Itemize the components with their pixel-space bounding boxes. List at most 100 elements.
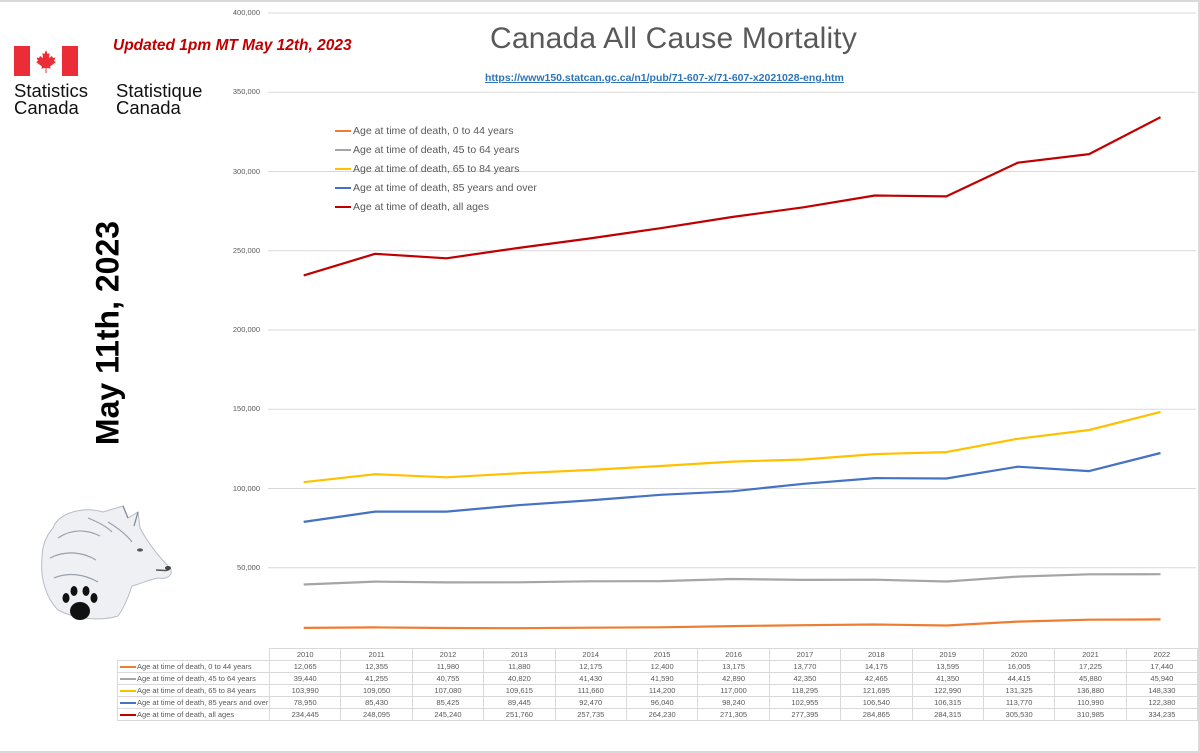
- x-tick-label: 2010: [268, 648, 342, 661]
- table-row-header: Age at time of death, 65 to 84 years: [117, 684, 270, 697]
- series-line: [303, 573, 1161, 586]
- y-tick-label: 350,000: [232, 87, 260, 97]
- table-cell: 42,890: [697, 672, 770, 685]
- table-cell: 114,200: [625, 684, 699, 697]
- table-cell: 107,080: [411, 684, 485, 697]
- table-row: Age at time of death, 65 to 84 years 103,…: [117, 684, 1199, 697]
- legend-label: Age at time of death, 65 to 84 years: [353, 162, 520, 175]
- table-cell: 17,225: [1054, 660, 1127, 673]
- table-row-label: Age at time of death, 65 to 84 years: [137, 686, 256, 695]
- table-row: Age at time of death, 0 to 44 years 12,06…: [117, 660, 1199, 673]
- table-cell: 41,350: [911, 672, 984, 685]
- legend-item: Age at time of death, 85 years and over: [335, 178, 537, 197]
- x-tick-label: 2018: [840, 648, 913, 661]
- table-cell: 284,865: [840, 708, 913, 721]
- logo-fr-line1: Statistique: [116, 80, 203, 101]
- x-tick-label: 2014: [554, 648, 627, 661]
- legend-swatch: [335, 129, 351, 132]
- table-cell: 109,050: [340, 684, 413, 697]
- table-cell: 117,000: [697, 684, 770, 697]
- gridlines: [268, 12, 1197, 569]
- x-tick-label: 2016: [697, 648, 770, 661]
- source-link[interactable]: https://www150.statcan.gc.ca/n1/pub/71-6…: [485, 72, 844, 84]
- table-cell: 12,400: [625, 660, 699, 673]
- table-cell: 251,760: [483, 708, 556, 721]
- table-cell: 106,540: [840, 696, 913, 709]
- table-cell: 122,990: [911, 684, 984, 697]
- series-line: [303, 410, 1161, 484]
- table-cell: 271,305: [697, 708, 770, 721]
- rotated-date-label: May 11th, 2023: [89, 220, 126, 446]
- table-cell: 45,940: [1125, 672, 1199, 685]
- table-cell: 45,880: [1054, 672, 1127, 685]
- legend-swatch: [335, 167, 351, 170]
- x-tick-label: 2015: [625, 648, 699, 661]
- table-corner: [118, 649, 270, 661]
- wolf-head-with-paw-print-icon: [41, 505, 172, 620]
- legend-item: Age at time of death, 65 to 84 years: [335, 159, 537, 178]
- legend-swatch: [335, 205, 351, 208]
- y-tick-label: 250,000: [232, 245, 260, 255]
- legend-item: Age at time of death, 0 to 44 years: [335, 121, 537, 140]
- y-tick-label: 200,000: [232, 325, 260, 334]
- table-cell: 13,595: [911, 660, 984, 673]
- table-cell: 110,990: [1054, 696, 1127, 709]
- legend-swatch: [335, 148, 351, 151]
- frame-bottom-border: [0, 751, 1200, 753]
- table-cell: 12,065: [268, 660, 342, 673]
- legend-swatch: [120, 714, 136, 717]
- table-cell: 102,955: [768, 696, 842, 709]
- x-tick-label: 2017: [768, 648, 842, 661]
- table-cell: 13,175: [697, 660, 770, 673]
- table-cell: 14,175: [840, 660, 913, 673]
- table-row-label: Age at time of death, all ages: [137, 710, 235, 719]
- table-row: Age at time of death, 85 years and over 7…: [117, 696, 1199, 709]
- x-tick-label: 2019: [911, 648, 984, 661]
- table-cell: 41,430: [554, 672, 627, 685]
- chart-legend: Age at time of death, 0 to 44 years Age …: [335, 121, 537, 216]
- x-tick-label: 2012: [411, 648, 485, 661]
- table-cell: 136,880: [1054, 684, 1127, 697]
- table-cell: 78,950: [268, 696, 342, 709]
- table-cell: 13,770: [768, 660, 842, 673]
- series-line: [303, 618, 1161, 630]
- table-cell: 11,880: [483, 660, 556, 673]
- legend-swatch: [120, 702, 136, 705]
- maple-leaf-icon: [36, 50, 56, 73]
- table-cell: 248,095: [340, 708, 413, 721]
- table-row-header: Age at time of death, 45 to 64 years: [117, 672, 270, 685]
- table-cell: 44,415: [982, 672, 1056, 685]
- legend-label: Age at time of death, 85 years and over: [353, 181, 537, 194]
- table-cell: 92,470: [554, 696, 627, 709]
- table-cell: 245,240: [411, 708, 485, 721]
- frame-right-border: [1198, 0, 1200, 753]
- table-cell: 305,530: [982, 708, 1056, 721]
- table-cell: 131,325: [982, 684, 1056, 697]
- x-tick-label: 2013: [483, 648, 556, 661]
- table-row-header: Age at time of death, 0 to 44 years: [117, 660, 270, 673]
- table-cell: 40,755: [411, 672, 485, 685]
- table-row-header: Age at time of death, 85 years and over: [117, 696, 270, 709]
- table-cell: 11,980: [411, 660, 485, 673]
- table-cell: 257,735: [554, 708, 627, 721]
- table-cell: 118,295: [768, 684, 842, 697]
- y-tick-label: 100,000: [232, 483, 260, 493]
- table-cell: 16,005: [982, 660, 1056, 673]
- table-cell: 113,770: [982, 696, 1056, 709]
- table-cell: 284,315: [911, 708, 984, 721]
- y-tick-label: 300,000: [232, 166, 260, 176]
- legend-swatch: [120, 690, 136, 693]
- x-tick-label: 2021: [1054, 648, 1127, 661]
- chart-title: Canada All Cause Mortality: [490, 22, 858, 55]
- table-cell: 310,985: [1054, 708, 1127, 721]
- table-cell: 264,230: [625, 708, 699, 721]
- legend-label: Age at time of death, 45 to 64 years: [353, 143, 520, 156]
- table-cell: 334,235: [1125, 708, 1199, 721]
- legend-label: Age at time of death, all ages: [353, 200, 490, 213]
- logo-text-french: Statistique Canada: [116, 80, 203, 117]
- table-row-label: Age at time of death, 85 years and over: [137, 698, 269, 707]
- table-header-row: 2010 2011 2012 2013 2014 2015 2016 2017 2018 2019…: [118, 648, 1199, 661]
- y-tick-label: 400,000: [232, 8, 260, 17]
- x-tick-label: 2020: [982, 648, 1056, 661]
